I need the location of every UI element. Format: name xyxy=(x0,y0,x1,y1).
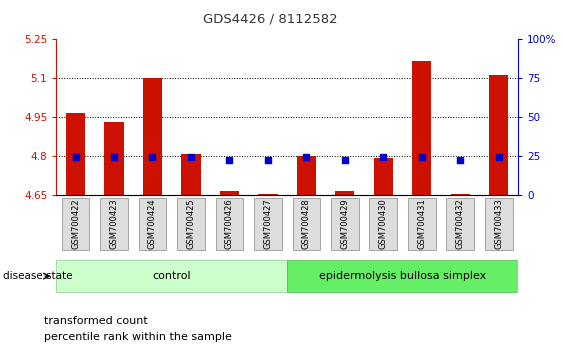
Point xyxy=(302,154,311,160)
FancyBboxPatch shape xyxy=(485,198,512,250)
Text: GSM700433: GSM700433 xyxy=(494,199,503,249)
Text: transformed count: transformed count xyxy=(44,316,148,326)
Bar xyxy=(297,156,316,195)
Bar xyxy=(220,191,239,195)
Point xyxy=(225,158,234,163)
Text: GSM700426: GSM700426 xyxy=(225,199,234,249)
Text: GSM700427: GSM700427 xyxy=(263,199,272,249)
Text: GSM700424: GSM700424 xyxy=(148,199,157,249)
FancyBboxPatch shape xyxy=(138,198,166,250)
Point xyxy=(455,158,464,163)
Bar xyxy=(143,78,162,195)
Text: GSM700432: GSM700432 xyxy=(456,199,464,249)
Text: GDS4426 / 8112582: GDS4426 / 8112582 xyxy=(203,12,338,25)
FancyBboxPatch shape xyxy=(369,198,397,250)
FancyBboxPatch shape xyxy=(56,260,287,292)
Point xyxy=(379,154,388,160)
FancyBboxPatch shape xyxy=(293,198,320,250)
Text: control: control xyxy=(153,271,191,281)
Text: GSM700422: GSM700422 xyxy=(71,199,80,249)
Bar xyxy=(412,61,431,195)
FancyBboxPatch shape xyxy=(408,198,436,250)
Point xyxy=(340,158,349,163)
Text: epidermolysis bullosa simplex: epidermolysis bullosa simplex xyxy=(319,271,486,281)
Point xyxy=(186,154,195,160)
Text: GSM700425: GSM700425 xyxy=(186,199,195,249)
Text: GSM700423: GSM700423 xyxy=(110,199,118,249)
Bar xyxy=(66,113,85,195)
Text: GSM700431: GSM700431 xyxy=(417,199,426,249)
Text: GSM700428: GSM700428 xyxy=(302,199,311,249)
Bar xyxy=(374,158,393,195)
Text: GSM700430: GSM700430 xyxy=(379,199,388,249)
Bar xyxy=(489,75,508,195)
Bar xyxy=(104,122,124,195)
Point xyxy=(263,158,272,163)
Bar xyxy=(335,191,355,195)
FancyBboxPatch shape xyxy=(287,260,518,292)
Point xyxy=(109,154,118,160)
FancyBboxPatch shape xyxy=(62,198,90,250)
Point xyxy=(148,154,157,160)
Point xyxy=(71,154,80,160)
Text: disease state: disease state xyxy=(3,271,72,281)
Text: percentile rank within the sample: percentile rank within the sample xyxy=(44,332,232,342)
FancyBboxPatch shape xyxy=(254,198,282,250)
FancyBboxPatch shape xyxy=(216,198,243,250)
Point xyxy=(494,154,503,160)
Bar xyxy=(181,154,200,195)
FancyBboxPatch shape xyxy=(100,198,128,250)
Point xyxy=(417,154,426,160)
FancyBboxPatch shape xyxy=(177,198,205,250)
FancyBboxPatch shape xyxy=(446,198,474,250)
FancyBboxPatch shape xyxy=(331,198,359,250)
Text: GSM700429: GSM700429 xyxy=(341,199,349,249)
